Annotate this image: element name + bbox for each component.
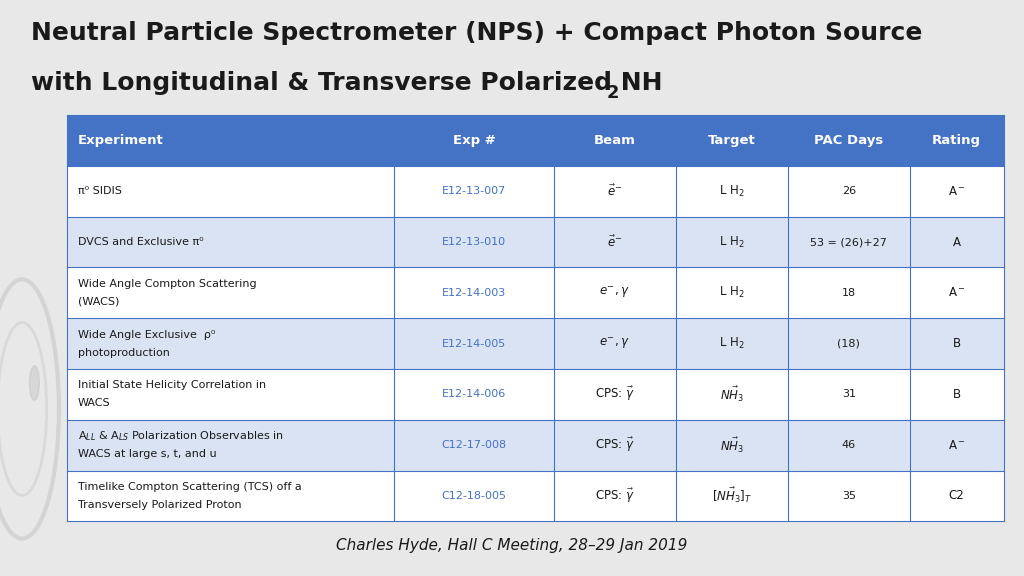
Bar [67, 115, 1004, 166]
Text: C2: C2 [949, 490, 965, 502]
Text: L H$_2$: L H$_2$ [719, 285, 744, 301]
Text: Charles Hyde, Hall C Meeting, 28–29 Jan 2019: Charles Hyde, Hall C Meeting, 28–29 Jan … [336, 539, 688, 554]
Text: Rating: Rating [932, 134, 981, 147]
Text: (18): (18) [838, 339, 860, 348]
Text: CPS: $\vec{\gamma}$: CPS: $\vec{\gamma}$ [595, 436, 635, 454]
Text: L H$_2$: L H$_2$ [719, 336, 744, 351]
Bar [67, 420, 1004, 471]
Text: E12-14-003: E12-14-003 [442, 288, 506, 298]
Text: $N\vec{H}_3$: $N\vec{H}_3$ [720, 385, 744, 404]
Text: Wide Angle Exclusive  ρ⁰: Wide Angle Exclusive ρ⁰ [78, 329, 215, 340]
Text: C12-17-008: C12-17-008 [441, 440, 507, 450]
Text: PAC Days: PAC Days [814, 134, 884, 147]
Text: A$^-$: A$^-$ [948, 439, 966, 452]
Text: DVCS and Exclusive π⁰: DVCS and Exclusive π⁰ [78, 237, 204, 247]
Text: 46: 46 [842, 440, 856, 450]
Text: Neutral Particle Spectrometer (NPS) + Compact Photon Source: Neutral Particle Spectrometer (NPS) + Co… [31, 21, 922, 45]
Text: 31: 31 [842, 389, 856, 399]
Text: A$^-$: A$^-$ [948, 286, 966, 300]
Text: A$_{LL}$ & A$_{LS}$ Polarization Observables in: A$_{LL}$ & A$_{LS}$ Polarization Observa… [78, 429, 284, 443]
Text: Transversely Polarized Proton: Transversely Polarized Proton [78, 500, 242, 510]
Circle shape [30, 366, 39, 400]
Bar [67, 471, 1004, 521]
Text: CPS: $\vec{\gamma}$: CPS: $\vec{\gamma}$ [595, 487, 635, 505]
Text: Target: Target [708, 134, 756, 147]
Bar [67, 166, 1004, 217]
Text: WACS at large s, t, and u: WACS at large s, t, and u [78, 449, 216, 459]
Text: 53 = (26)+27: 53 = (26)+27 [810, 237, 888, 247]
Text: E12-14-005: E12-14-005 [442, 339, 506, 348]
Bar [67, 369, 1004, 420]
Text: C12-18-005: C12-18-005 [441, 491, 507, 501]
Text: E12-14-006: E12-14-006 [442, 389, 506, 399]
Text: Initial State Helicity Correlation in: Initial State Helicity Correlation in [78, 380, 266, 391]
Text: CPS: $\vec{\gamma}$: CPS: $\vec{\gamma}$ [595, 385, 635, 403]
Text: Wide Angle Compton Scattering: Wide Angle Compton Scattering [78, 279, 256, 289]
Text: π⁰ SIDIS: π⁰ SIDIS [78, 187, 122, 196]
Bar [67, 217, 1004, 267]
Text: 26: 26 [842, 187, 856, 196]
Text: Exp #: Exp # [453, 134, 496, 147]
Text: E12-13-007: E12-13-007 [442, 187, 506, 196]
Text: L H$_2$: L H$_2$ [719, 184, 744, 199]
Text: E12-13-010: E12-13-010 [442, 237, 506, 247]
Text: 35: 35 [842, 491, 856, 501]
Text: A$^-$: A$^-$ [948, 185, 966, 198]
Text: L H$_2$: L H$_2$ [719, 234, 744, 249]
Text: photoproduction: photoproduction [78, 347, 170, 358]
Text: Experiment: Experiment [78, 134, 164, 147]
Text: B: B [952, 388, 961, 401]
Text: $\vec{e}^{-}$: $\vec{e}^{-}$ [607, 234, 623, 249]
Text: Beam: Beam [594, 134, 636, 147]
Text: $e^{-}, \gamma$: $e^{-}, \gamma$ [599, 336, 630, 351]
Text: (WACS): (WACS) [78, 297, 119, 307]
Text: 2: 2 [606, 84, 618, 102]
Text: $[N\vec{H}_3]_T$: $[N\vec{H}_3]_T$ [712, 486, 752, 506]
Text: A: A [952, 236, 961, 249]
Text: $e^{-}, \gamma$: $e^{-}, \gamma$ [599, 286, 630, 300]
Bar [67, 318, 1004, 369]
Text: with Longitudinal & Transverse Polarized NH: with Longitudinal & Transverse Polarized… [31, 70, 663, 94]
Text: Timelike Compton Scattering (TCS) off a: Timelike Compton Scattering (TCS) off a [78, 482, 301, 492]
Bar [67, 267, 1004, 318]
Text: 18: 18 [842, 288, 856, 298]
Text: $\vec{e}^{-}$: $\vec{e}^{-}$ [607, 184, 623, 199]
Text: WACS: WACS [78, 399, 111, 408]
Text: $N\vec{H}_3$: $N\vec{H}_3$ [720, 435, 744, 454]
Text: B: B [952, 337, 961, 350]
